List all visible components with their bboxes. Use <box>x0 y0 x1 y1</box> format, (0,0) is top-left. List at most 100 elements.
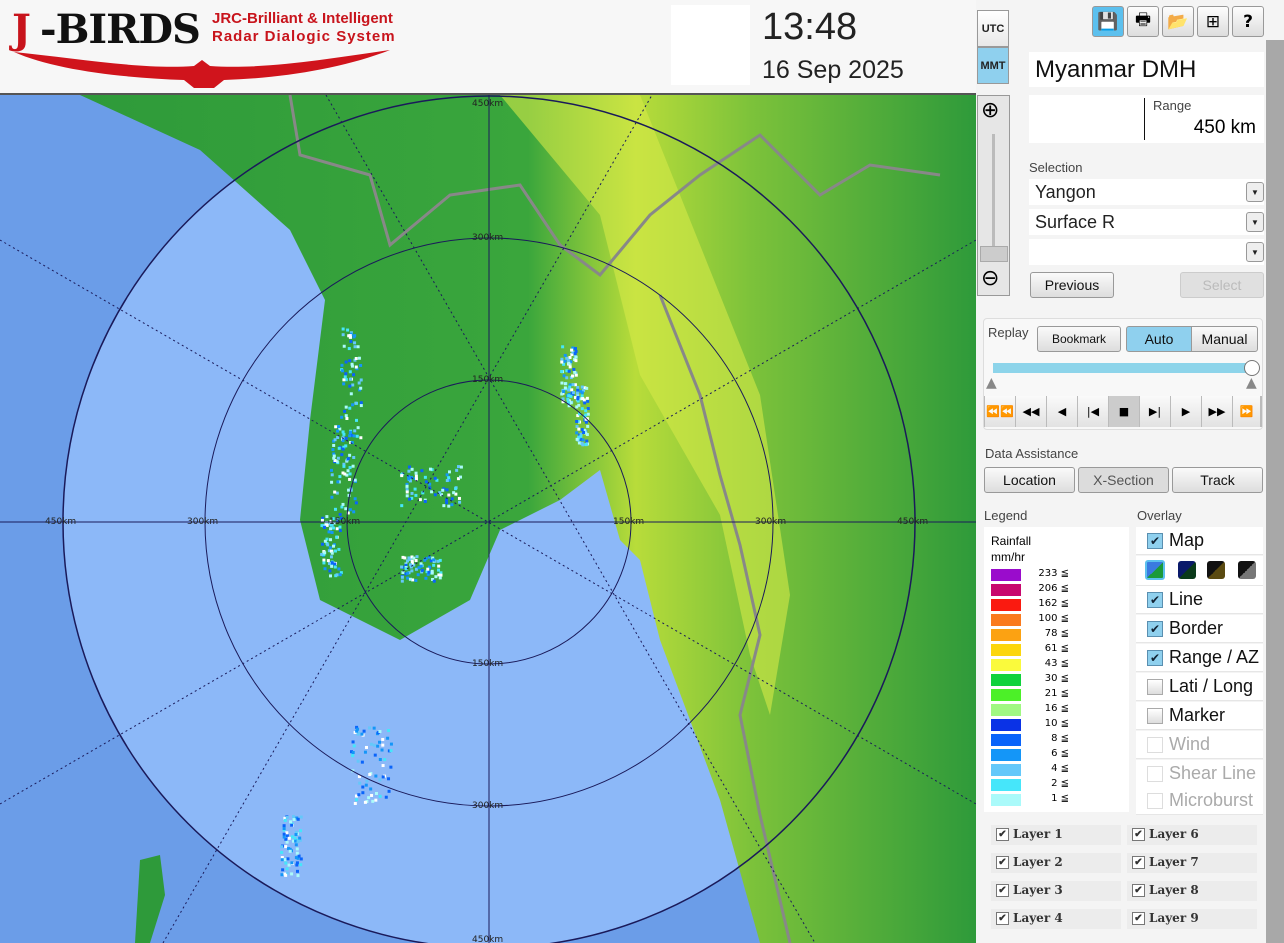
overlay-shear-line[interactable]: Shear Line <box>1136 760 1263 788</box>
overlay-microburst[interactable]: Microburst <box>1136 787 1263 815</box>
echo-cell <box>580 394 584 398</box>
echo-cell <box>352 744 356 748</box>
echo-cell <box>577 436 581 440</box>
layer-toggle[interactable]: ✔ Layer 6 <box>1127 825 1257 845</box>
echo-cell <box>325 537 329 541</box>
replay-slider-handle[interactable] <box>1244 360 1260 376</box>
x-section-button[interactable]: X-Section <box>1078 467 1169 493</box>
overlay-lati-long[interactable]: Lati / Long <box>1136 673 1263 701</box>
zoom-slider-handle[interactable] <box>980 246 1008 262</box>
skip-to-end-icon[interactable]: ⏩ <box>1233 396 1261 427</box>
layer-toggle[interactable]: ✔ Layer 2 <box>991 853 1121 873</box>
range-end-marker[interactable]: ▲ <box>1246 375 1257 391</box>
select-button[interactable]: Select <box>1180 272 1264 298</box>
bookmark-button[interactable]: Bookmark <box>1037 326 1121 352</box>
overlay-map[interactable]: ✔ Map <box>1136 527 1263 555</box>
layer-toggle[interactable]: ✔ Layer 7 <box>1127 853 1257 873</box>
folder-open-icon[interactable]: 📂 <box>1162 6 1194 37</box>
play-icon[interactable]: ▶ <box>1171 396 1202 427</box>
zoom-in-icon[interactable]: ⊕ <box>981 98 1000 123</box>
checkbox[interactable]: ✔ <box>1132 828 1145 841</box>
replay-slider[interactable] <box>993 363 1253 373</box>
checkbox[interactable] <box>1147 708 1163 724</box>
radar-map[interactable]: 450km 300km 150km 450km 300km 150km 150k… <box>0 95 976 943</box>
add-window-icon[interactable]: ⊞ <box>1197 6 1229 37</box>
checkbox[interactable]: ✔ <box>1132 884 1145 897</box>
checkbox[interactable] <box>1147 679 1163 695</box>
echo-cell <box>290 823 294 827</box>
next-frame-icon[interactable]: ▶| <box>1140 396 1171 427</box>
echo-cell <box>427 565 431 569</box>
panel-scrollbar[interactable] <box>1266 40 1284 943</box>
help-icon[interactable]: ? <box>1232 6 1264 37</box>
checkbox[interactable]: ✔ <box>1132 912 1145 925</box>
echo-cell <box>348 335 352 339</box>
checkbox[interactable]: ✔ <box>996 828 1009 841</box>
stop-icon[interactable]: ■ <box>1109 396 1140 427</box>
layer-toggle[interactable]: ✔ Layer 9 <box>1127 909 1257 929</box>
echo-cell <box>432 579 436 583</box>
overlay-line[interactable]: ✔ Line <box>1136 586 1263 614</box>
echo-cell <box>584 417 588 421</box>
echo-cell <box>335 491 339 495</box>
echo-cell <box>323 551 327 555</box>
layer-toggle[interactable]: ✔ Layer 3 <box>991 881 1121 901</box>
echo-cell <box>338 475 342 479</box>
layer-toggle[interactable]: ✔ Layer 8 <box>1127 881 1257 901</box>
location-button[interactable]: Location <box>984 467 1075 493</box>
checkbox[interactable]: ✔ <box>1147 621 1163 637</box>
skip-to-start-icon[interactable]: ⏪⏪ <box>985 396 1016 427</box>
checkbox[interactable]: ✔ <box>1147 650 1163 666</box>
echo-cell <box>434 575 438 579</box>
overlay-marker[interactable]: Marker <box>1136 702 1263 730</box>
print-icon[interactable]: 🖶 <box>1127 6 1159 37</box>
product-select[interactable]: Surface R ▼ <box>1029 209 1264 235</box>
checkbox[interactable] <box>1147 793 1163 809</box>
track-button[interactable]: Track <box>1172 467 1263 493</box>
previous-button[interactable]: Previous <box>1030 272 1114 298</box>
site-select[interactable]: Yangon ▼ <box>1029 179 1264 205</box>
echo-cell <box>568 365 572 369</box>
map-style-navy-green[interactable] <box>1178 561 1196 579</box>
echo-cell <box>288 849 292 853</box>
zoom-track[interactable] <box>992 134 995 254</box>
manual-button[interactable]: Manual <box>1191 326 1258 352</box>
checkbox[interactable] <box>1147 737 1163 753</box>
utc-button[interactable]: UTC <box>977 10 1009 47</box>
chevron-down-icon[interactable]: ▼ <box>1246 182 1264 202</box>
chevron-down-icon[interactable]: ▼ <box>1246 242 1264 262</box>
overlay-wind[interactable]: Wind <box>1136 731 1263 759</box>
echo-cell <box>419 562 423 566</box>
layer-toggle[interactable]: ✔ Layer 1 <box>991 825 1121 845</box>
range-start-marker[interactable]: ▲ <box>986 375 997 391</box>
layer-toggle[interactable]: ✔ Layer 4 <box>991 909 1121 929</box>
checkbox[interactable]: ✔ <box>996 912 1009 925</box>
previous-frame-icon[interactable]: |◀ <box>1078 396 1109 427</box>
fast-forward-icon[interactable]: ▶▶ <box>1202 396 1233 427</box>
echo-cell <box>351 403 355 407</box>
step-back-icon[interactable]: ◀ <box>1047 396 1078 427</box>
checkbox[interactable]: ✔ <box>996 884 1009 897</box>
echo-cell <box>383 758 387 762</box>
echo-cell <box>292 839 296 843</box>
map-style-black-olive[interactable] <box>1207 561 1225 579</box>
checkbox[interactable]: ✔ <box>1132 856 1145 869</box>
overlay-border[interactable]: ✔ Border <box>1136 615 1263 643</box>
radar-map-canvas[interactable] <box>0 95 976 943</box>
echo-cell <box>336 480 340 484</box>
sub-select[interactable]: ▼ <box>1029 239 1264 265</box>
mmt-button[interactable]: MMT <box>977 47 1009 84</box>
fast-rewind-icon[interactable]: ◀◀ <box>1016 396 1047 427</box>
checkbox[interactable]: ✔ <box>1147 592 1163 608</box>
chevron-down-icon[interactable]: ▼ <box>1246 212 1264 232</box>
auto-button[interactable]: Auto <box>1126 326 1192 352</box>
overlay-range-az[interactable]: ✔ Range / AZ <box>1136 644 1263 672</box>
checkbox[interactable]: ✔ <box>1147 533 1163 549</box>
map-style-black-gray[interactable] <box>1238 561 1256 579</box>
zoom-out-icon[interactable]: ⊖ <box>981 266 1000 291</box>
checkbox[interactable]: ✔ <box>996 856 1009 869</box>
echo-cell <box>337 547 341 551</box>
checkbox[interactable] <box>1147 766 1163 782</box>
map-style-blue-green[interactable] <box>1145 560 1165 580</box>
save-icon[interactable]: 💾 <box>1092 6 1124 37</box>
